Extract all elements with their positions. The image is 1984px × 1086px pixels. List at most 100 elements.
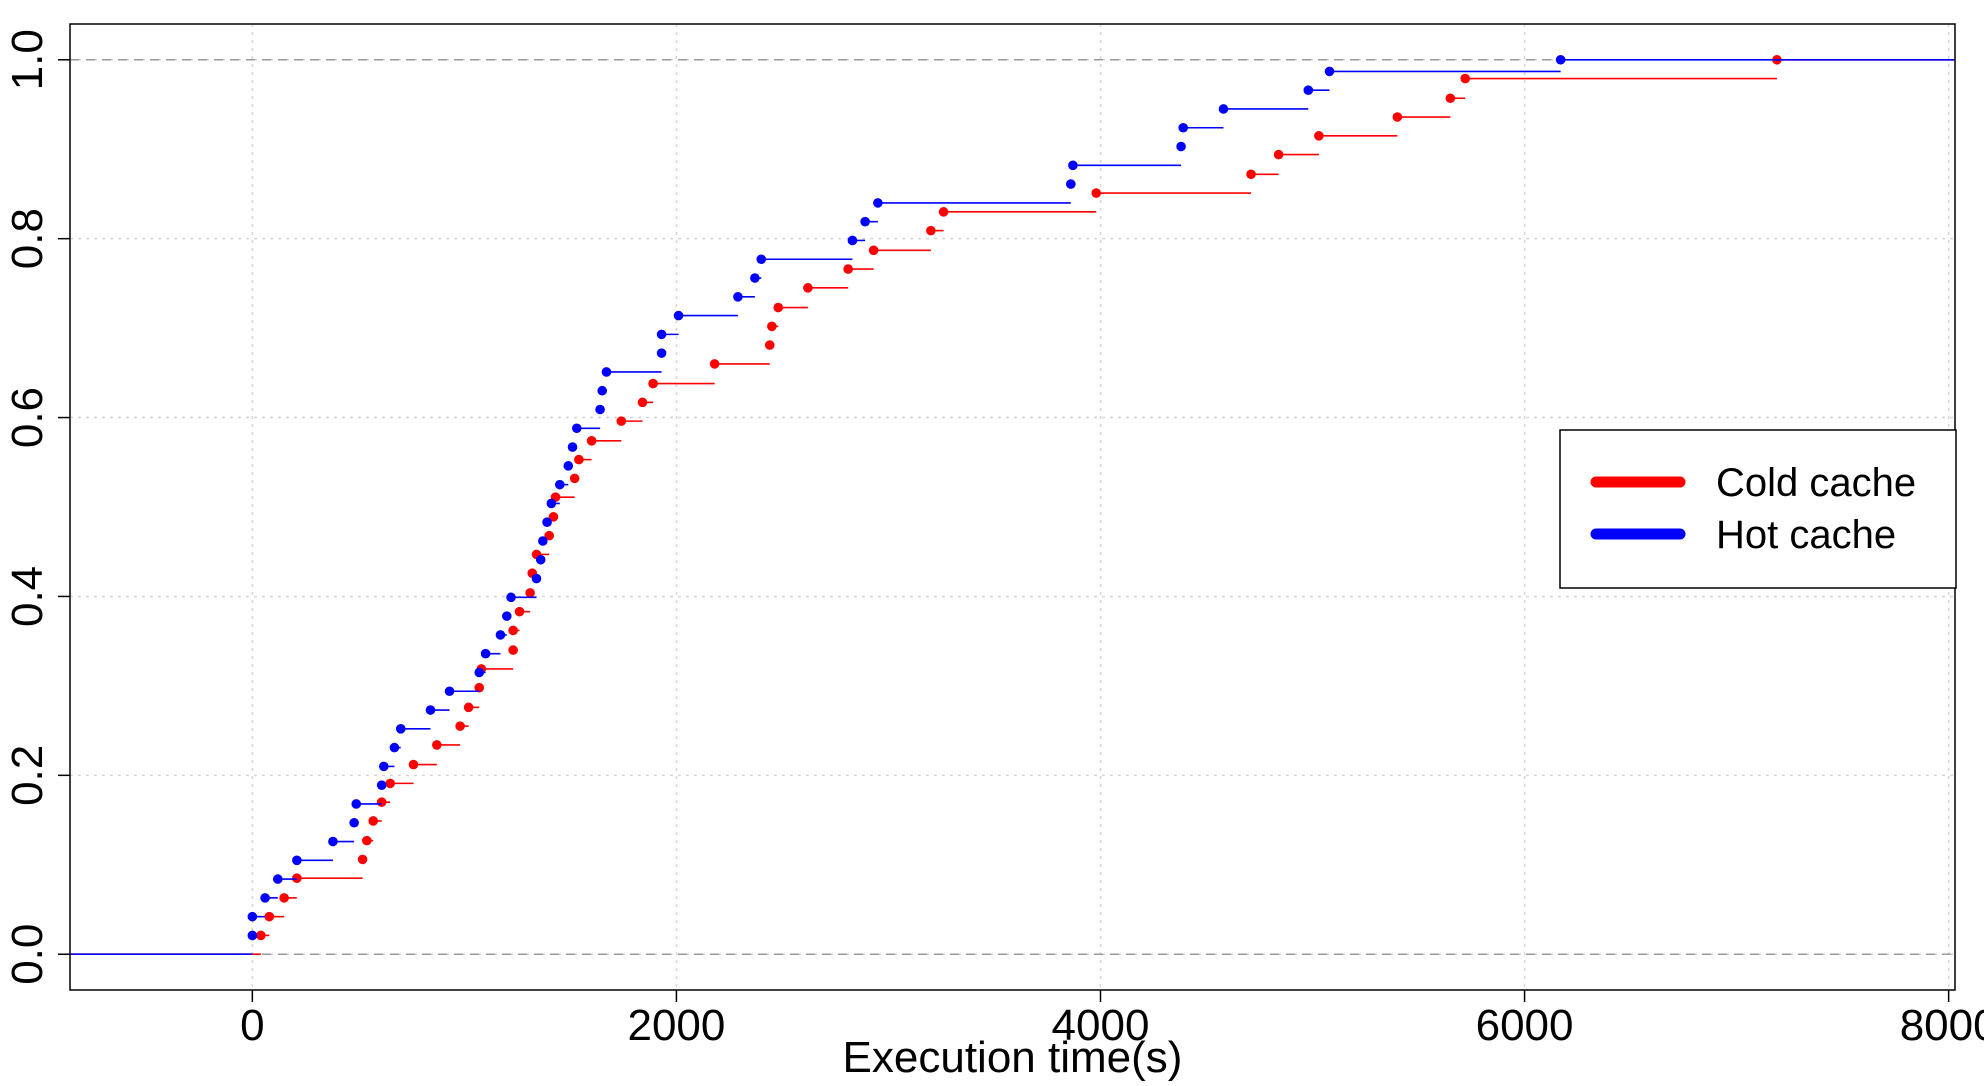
data-point <box>1176 141 1186 152</box>
data-point <box>563 461 574 471</box>
data-point <box>1314 131 1324 141</box>
data-point <box>1324 66 1335 77</box>
data-point <box>595 404 605 415</box>
data-point <box>586 436 597 446</box>
data-point <box>474 682 485 693</box>
data-point <box>389 742 400 753</box>
y-tick-label: 0.8 <box>3 208 52 269</box>
data-point <box>376 797 387 807</box>
x-tick-label: 0 <box>240 1001 264 1050</box>
data-point <box>637 397 648 408</box>
legend: Cold cache Hot cache <box>1559 429 1957 589</box>
x-tick-label: 6000 <box>1476 1001 1574 1050</box>
series-layer <box>70 54 1955 956</box>
data-point <box>1246 169 1256 180</box>
data-point <box>750 273 760 283</box>
data-point <box>247 930 258 941</box>
data-point <box>349 817 359 828</box>
y-tick-label: 0.6 <box>3 387 52 448</box>
x-tick-label: 2000 <box>627 1001 725 1050</box>
data-point <box>574 454 584 465</box>
data-point <box>1178 122 1188 133</box>
data-point <box>264 911 275 922</box>
y-axis: 0.0 0.2 0.4 0.6 0.8 1.0 <box>3 29 70 985</box>
data-point <box>432 740 442 750</box>
data-point <box>709 359 720 369</box>
data-point <box>362 835 372 846</box>
data-point <box>1066 179 1076 189</box>
data-point <box>531 573 542 584</box>
data-point <box>480 648 491 659</box>
data-point <box>506 592 516 603</box>
data-point <box>368 816 379 826</box>
data-point <box>379 761 389 772</box>
data-point <box>328 836 338 847</box>
data-point <box>256 930 266 941</box>
data-point <box>1068 160 1078 171</box>
data-point <box>733 292 743 302</box>
legend-label-hot-cache: Hot cache <box>1716 513 1896 557</box>
data-point <box>756 254 767 265</box>
legend-box <box>1559 429 1957 589</box>
data-point <box>1091 188 1102 198</box>
data-point <box>601 367 612 377</box>
data-point <box>546 498 557 509</box>
data-point <box>544 530 555 541</box>
series-hot-cache <box>70 54 1955 956</box>
data-point <box>351 799 362 809</box>
y-tick-label: 0.0 <box>3 924 52 985</box>
data-point <box>1555 54 1566 65</box>
data-point <box>495 630 506 640</box>
data-point <box>656 348 667 358</box>
data-point <box>247 911 258 922</box>
data-point <box>508 625 518 636</box>
data-point <box>555 479 565 490</box>
y-tick-label: 0.4 <box>3 566 52 627</box>
data-point <box>463 702 474 713</box>
data-point <box>1303 85 1314 95</box>
data-point <box>860 216 870 227</box>
y-tick-label: 1.0 <box>3 29 52 90</box>
series-cold-cache <box>70 54 1955 956</box>
data-point <box>847 235 858 246</box>
data-point <box>444 686 455 697</box>
data-point <box>292 855 302 866</box>
data-point <box>272 874 283 884</box>
data-point <box>868 245 879 256</box>
legend-label-cold-cache: Cold cache <box>1716 461 1916 505</box>
data-point <box>767 321 777 332</box>
data-point <box>648 378 658 389</box>
data-point <box>408 759 419 770</box>
data-point <box>597 385 608 396</box>
data-point <box>1273 149 1284 160</box>
data-point <box>501 611 512 621</box>
data-point <box>425 705 436 715</box>
data-point <box>773 302 784 313</box>
data-point <box>656 329 667 340</box>
x-axis-label: Execution time(s) <box>843 1033 1183 1082</box>
y-tick-label: 0.2 <box>3 745 52 806</box>
data-point <box>1392 112 1403 122</box>
data-point <box>279 893 289 903</box>
data-point <box>535 554 546 565</box>
data-point <box>616 416 627 426</box>
data-point <box>525 588 535 598</box>
data-point <box>292 873 302 883</box>
data-point <box>542 517 552 528</box>
data-point <box>673 310 684 321</box>
data-point <box>455 721 465 731</box>
data-point <box>1460 73 1470 84</box>
data-point <box>514 606 525 617</box>
data-point <box>873 198 883 208</box>
data-point <box>508 645 518 655</box>
data-point <box>260 893 270 903</box>
data-point <box>1445 93 1456 104</box>
data-point <box>571 423 582 434</box>
data-point <box>843 264 853 274</box>
data-point <box>569 473 580 484</box>
data-point <box>538 536 548 546</box>
data-point <box>803 283 813 293</box>
